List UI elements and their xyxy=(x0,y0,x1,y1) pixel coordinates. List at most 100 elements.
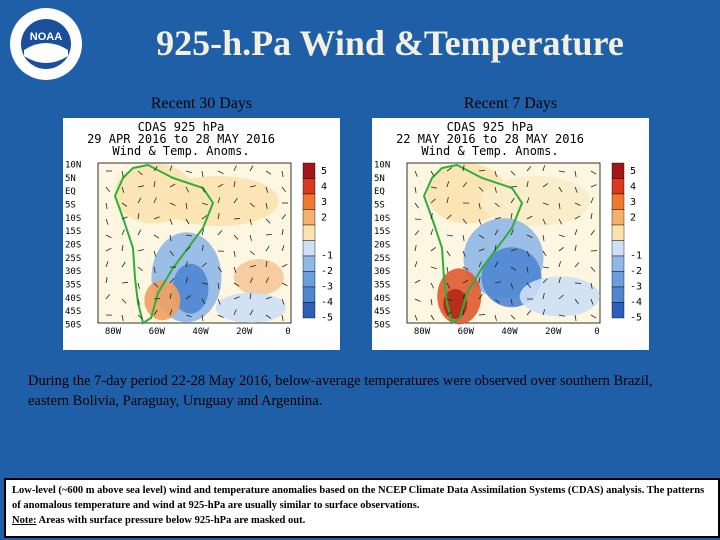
wind-arrow xyxy=(153,297,161,300)
wind-arrow xyxy=(153,165,158,172)
wind-arrow xyxy=(414,170,418,177)
wind-arrow xyxy=(169,234,172,241)
wind-arrow xyxy=(201,170,204,177)
wind-arrow xyxy=(430,247,437,252)
wind-arrow xyxy=(414,186,417,193)
wind-arrow xyxy=(478,261,482,268)
wind-arrow xyxy=(185,234,192,237)
anomaly-shading xyxy=(233,259,284,296)
map-title: 22 MAY 2016 to 28 MAY 2016 xyxy=(396,132,584,146)
wind-arrow xyxy=(105,277,108,284)
lon-label: 20W xyxy=(545,327,562,337)
wind-arrow xyxy=(201,229,205,236)
lon-label: 40W xyxy=(501,327,518,337)
colorbar-label: -3 xyxy=(630,282,642,293)
wind-arrow xyxy=(574,170,577,177)
wind-arrow xyxy=(558,218,563,225)
wind-arrow xyxy=(494,245,497,252)
wind-arrow xyxy=(137,249,144,252)
colorbar-label: -2 xyxy=(630,266,642,277)
logo-text: NOAA xyxy=(30,31,62,43)
wind-arrow xyxy=(510,197,515,204)
wind-arrow xyxy=(510,229,514,236)
wind-arrow xyxy=(462,182,468,188)
wind-arrow xyxy=(233,181,236,188)
colorbar-label: 3 xyxy=(630,197,636,208)
description: During the 7-day period 22-28 May 2016, … xyxy=(28,373,653,409)
wind-arrow xyxy=(121,314,124,321)
wind-arrow xyxy=(281,214,287,220)
wind-arrow xyxy=(590,170,597,175)
wind-arrow xyxy=(430,282,435,289)
wind-arrow xyxy=(121,216,128,220)
colorbar-label: -4 xyxy=(321,297,333,308)
colorbar-box xyxy=(302,271,316,288)
wind-arrow xyxy=(153,181,156,188)
wind-arrow xyxy=(414,298,421,302)
wind-arrow xyxy=(590,229,595,236)
wind-arrow xyxy=(201,202,208,206)
map-title: Wind & Temp. Anoms. xyxy=(421,144,558,158)
wind-arrow xyxy=(558,202,561,209)
note-label: Note: xyxy=(12,515,37,526)
wind-arrow xyxy=(169,183,176,188)
colorbar-label: 3 xyxy=(321,197,327,208)
wind-arrow xyxy=(462,266,469,270)
wind-arrow xyxy=(414,230,420,236)
wind-arrow xyxy=(430,314,435,321)
wind-arrow xyxy=(510,314,516,320)
wind-arrow xyxy=(446,266,449,273)
colorbar-label: 5 xyxy=(630,166,636,177)
wind-arrow xyxy=(574,262,580,268)
lat-label: 5N xyxy=(374,174,385,184)
wind-arrow xyxy=(558,246,564,252)
colorbar-label: -2 xyxy=(321,266,333,277)
colorbar-box xyxy=(302,162,316,179)
wind-arrow xyxy=(430,298,433,305)
wind-arrow xyxy=(105,234,112,239)
wind-arrow xyxy=(526,181,529,188)
wind-arrow xyxy=(281,186,286,192)
colorbar-box xyxy=(611,302,625,319)
wind-arrow xyxy=(121,170,124,177)
lat-label: 30S xyxy=(374,267,390,277)
wind-arrow xyxy=(446,311,453,316)
wind-arrow xyxy=(446,197,449,204)
wind-arrow xyxy=(478,293,483,300)
wind-arrow xyxy=(153,197,157,204)
lat-label: 25S xyxy=(65,254,81,264)
lon-label: 80W xyxy=(105,327,122,337)
wind-arrow xyxy=(281,229,284,236)
lat-label: 40S xyxy=(374,294,390,304)
wind-arrow xyxy=(201,262,207,268)
wind-arrow xyxy=(233,165,237,172)
wind-arrow xyxy=(574,202,581,206)
wind-arrow xyxy=(217,230,223,236)
lon-label: 80W xyxy=(414,327,431,337)
wind-arrow xyxy=(590,266,596,272)
wind-arrow xyxy=(265,296,272,300)
wind-arrow xyxy=(281,245,285,252)
wind-arrow xyxy=(281,170,284,177)
wind-arrow xyxy=(590,184,597,188)
wind-arrow xyxy=(217,314,224,318)
wind-arrow xyxy=(574,245,577,252)
colorbar-label: -1 xyxy=(630,251,642,262)
wind-arrow xyxy=(121,281,129,284)
wind-arrow xyxy=(137,229,142,236)
wind-arrow xyxy=(478,277,481,284)
wind-arrow xyxy=(478,248,485,252)
wind-arrow xyxy=(265,170,272,175)
wind-arrow xyxy=(153,250,157,257)
colorbar-box xyxy=(302,193,316,210)
colorbar-label: 4 xyxy=(321,182,327,193)
panel-heading: Recent 30 Days xyxy=(150,95,253,112)
lat-label: 45S xyxy=(374,307,390,317)
colorbar-box xyxy=(302,209,316,226)
wind-arrow xyxy=(233,266,237,273)
wind-arrow xyxy=(217,266,222,273)
wind-arrow xyxy=(249,218,252,225)
wind-arrow xyxy=(510,266,517,271)
wind-arrow xyxy=(105,218,109,225)
